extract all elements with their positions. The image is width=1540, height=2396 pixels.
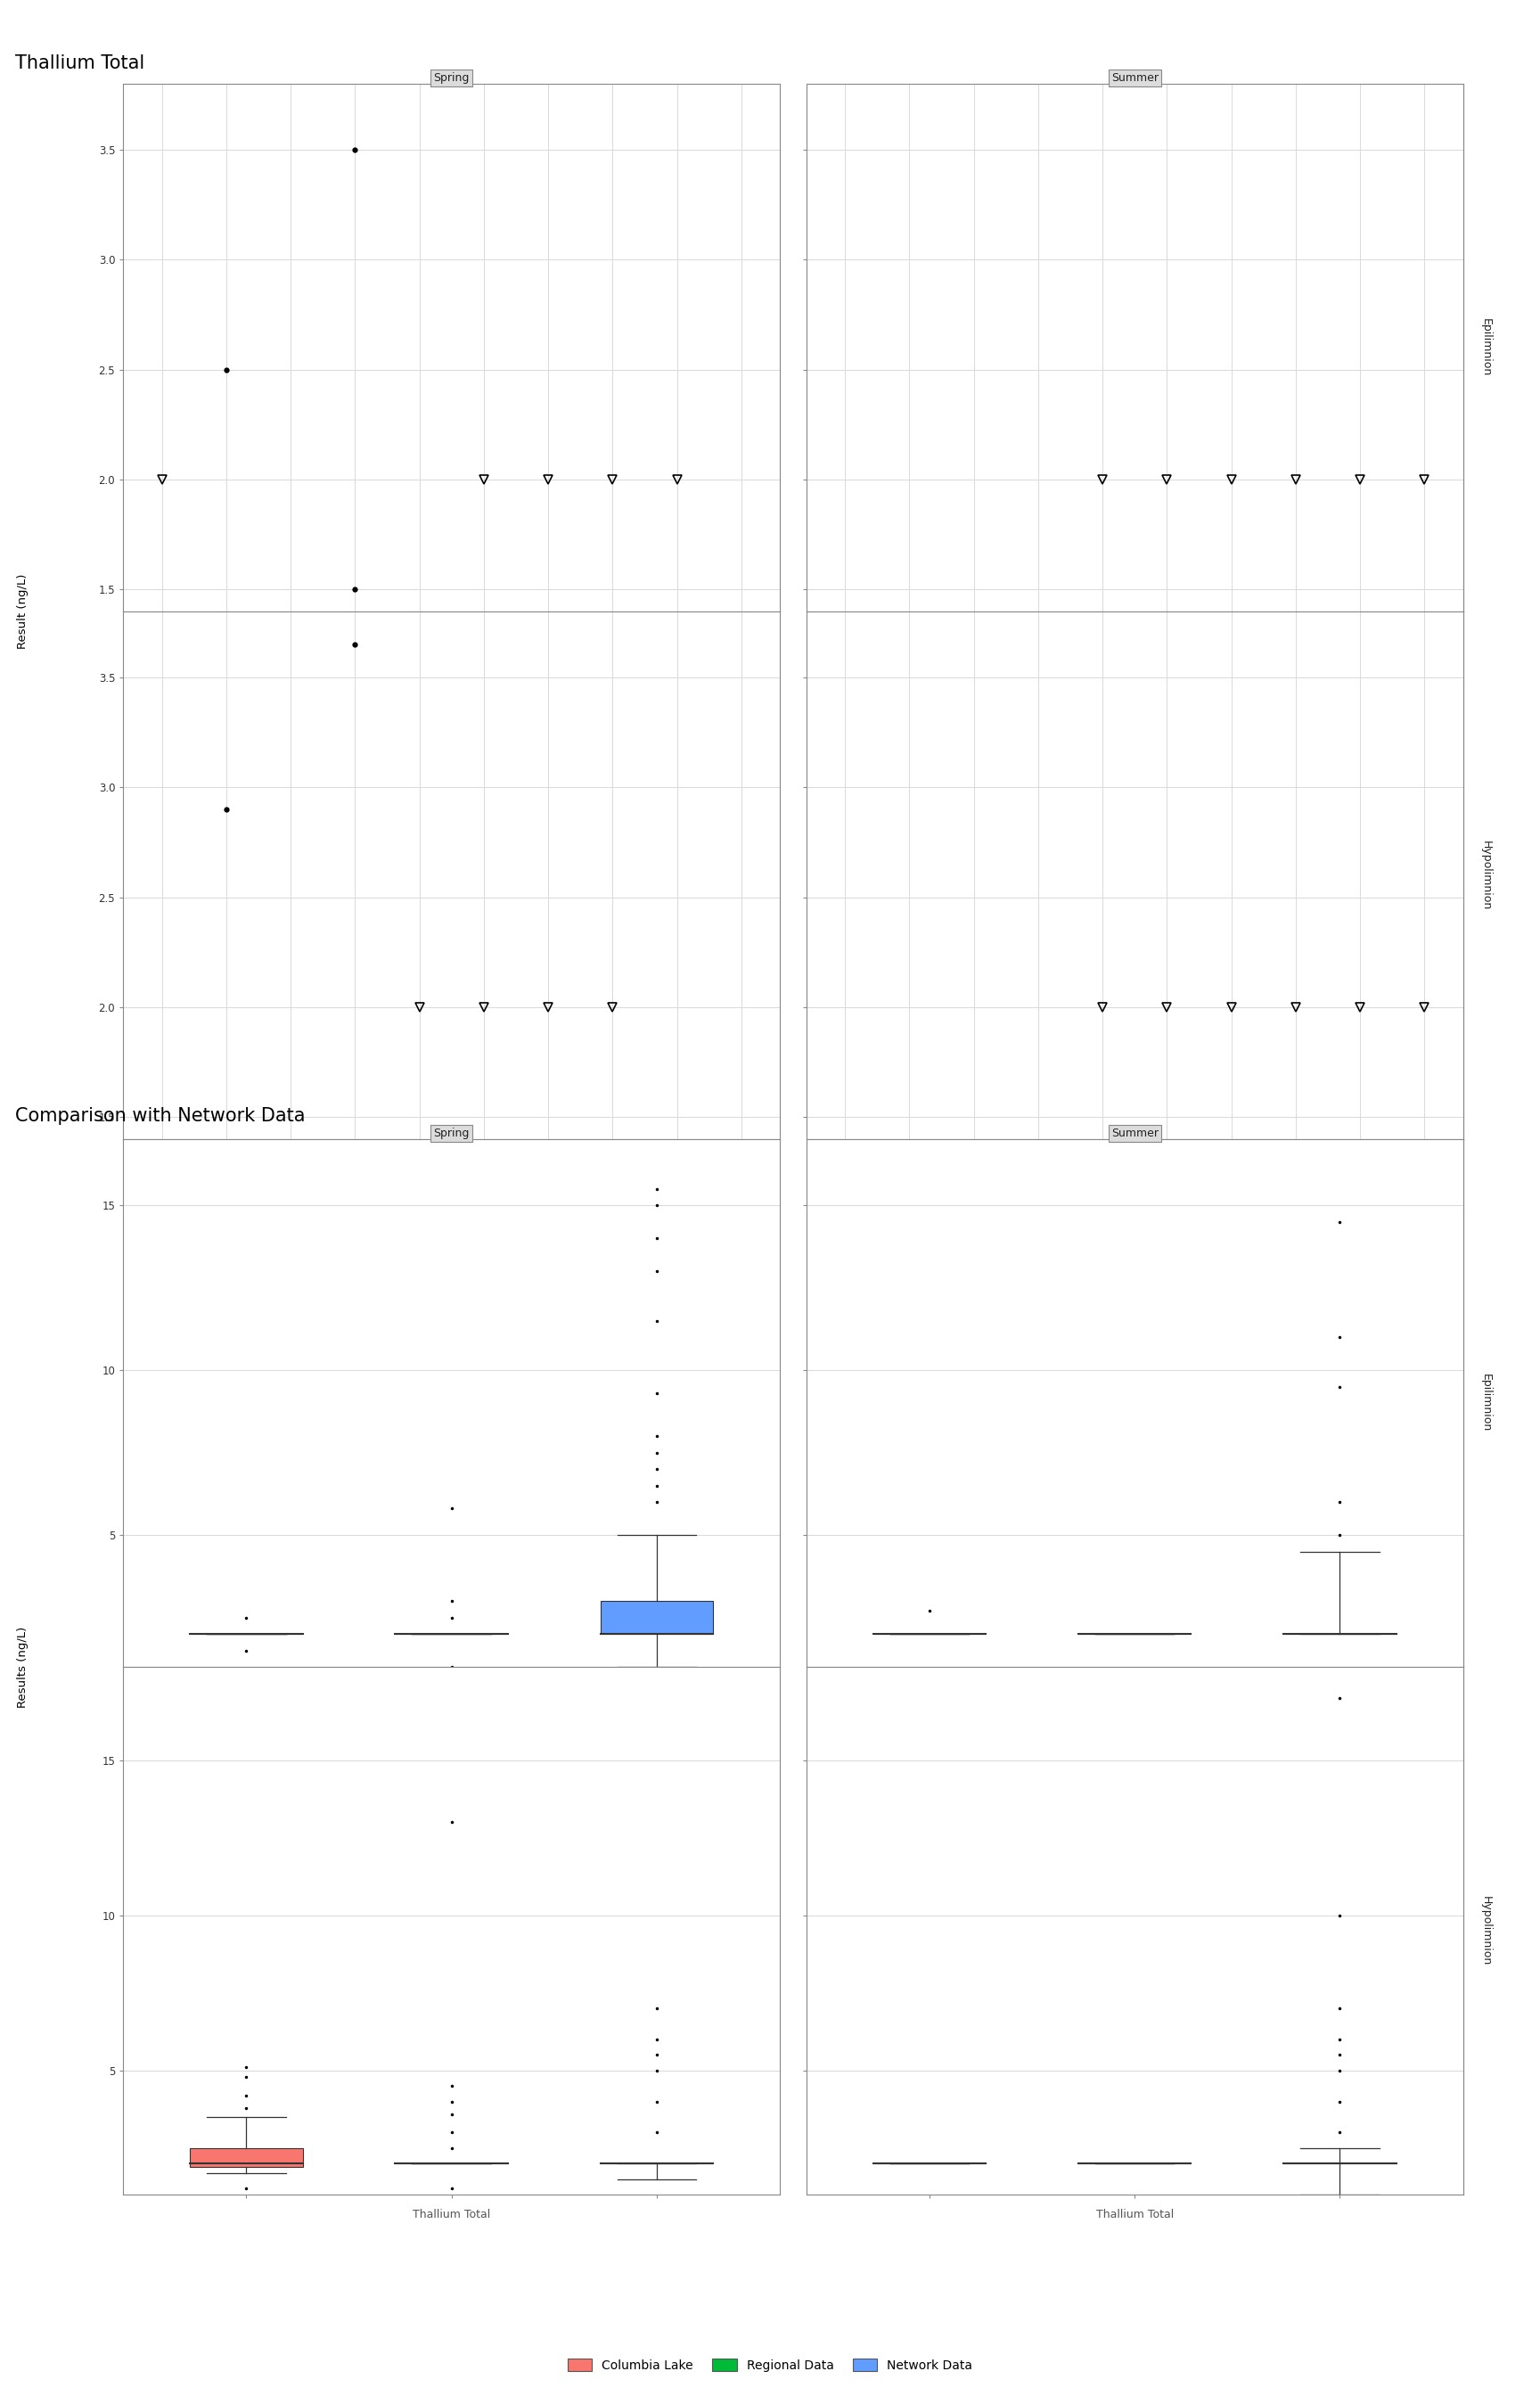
Text: Comparison with Network Data: Comparison with Network Data: [15, 1107, 305, 1124]
Bar: [189, 2149, 303, 2166]
Y-axis label: Epilimnion: Epilimnion: [1480, 1373, 1492, 1433]
X-axis label: Thallium Total: Thallium Total: [413, 2209, 490, 2221]
Bar: [601, 1601, 713, 1634]
Text: Results (ng/L): Results (ng/L): [17, 1627, 29, 1708]
Text: Result (ng/L): Result (ng/L): [17, 575, 29, 649]
Legend: Columbia Lake, Regional Data, Network Data: Columbia Lake, Regional Data, Network Da…: [561, 2353, 979, 2377]
Title: Spring: Spring: [434, 1129, 470, 1138]
Text: Thallium Total: Thallium Total: [15, 55, 145, 72]
Title: Spring: Spring: [434, 72, 470, 84]
Y-axis label: Hypolimnion: Hypolimnion: [1480, 1895, 1492, 1965]
X-axis label: Thallium Total: Thallium Total: [1096, 2209, 1173, 2221]
Title: Summer: Summer: [1110, 1129, 1158, 1138]
Y-axis label: Hypolimnion: Hypolimnion: [1480, 841, 1492, 910]
Y-axis label: Epilimnion: Epilimnion: [1480, 319, 1492, 376]
Title: Summer: Summer: [1110, 72, 1158, 84]
